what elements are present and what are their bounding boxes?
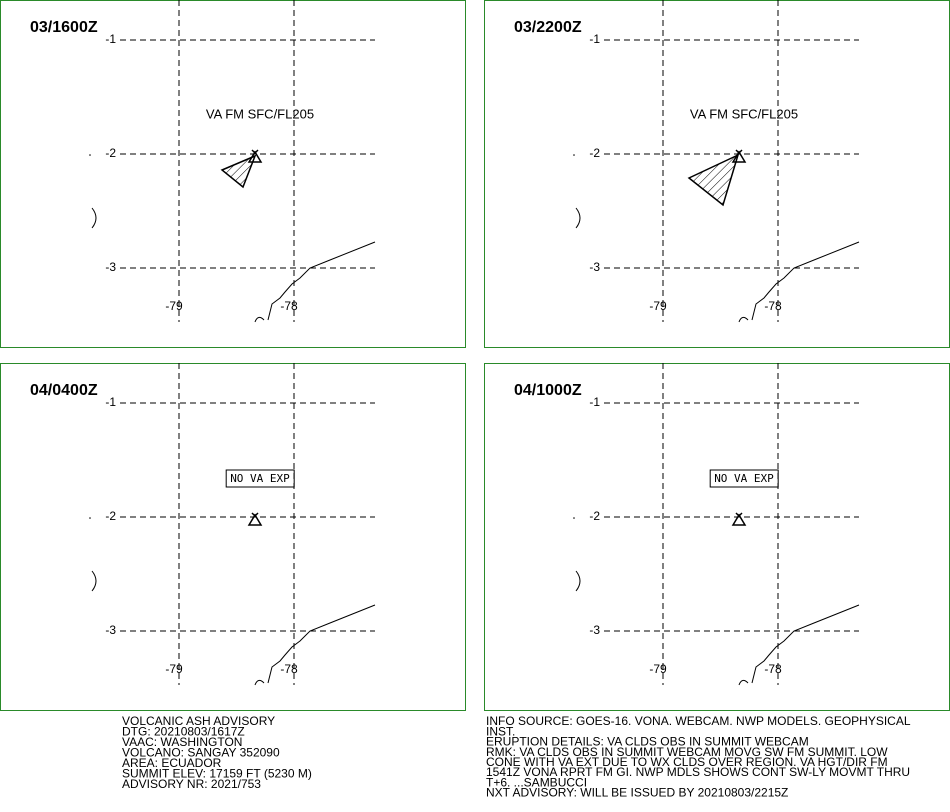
info-line: INST. bbox=[486, 724, 515, 738]
coastline bbox=[254, 316, 265, 323]
lon-label: -79 bbox=[165, 299, 183, 313]
map-panel: -1 -2 -3 -79 -78 03/2200Z VA FM SFC/FL205 bbox=[484, 0, 950, 348]
lat-label: -1 bbox=[589, 395, 600, 409]
info-line: 1541Z VONA RPRT FM GI. NWP MDLS SHOWS CO… bbox=[486, 765, 910, 779]
dot bbox=[89, 517, 91, 519]
advisory-line: VOLCANIC ASH ADVISORY bbox=[122, 714, 275, 728]
island bbox=[91, 207, 97, 229]
lat-label: -1 bbox=[105, 395, 116, 409]
panel-frame bbox=[0, 0, 466, 348]
lon-label: -79 bbox=[165, 662, 183, 676]
coastline bbox=[738, 679, 749, 686]
info-line: NXT ADVISORY: WILL BE ISSUED BY 20210803… bbox=[486, 786, 788, 800]
annotation-box bbox=[709, 469, 779, 488]
map-panel: -1 -2 -3 -79 -78 04/0400Z NO VA EXP bbox=[0, 363, 466, 711]
volcano-symbol bbox=[731, 149, 747, 163]
ash-cloud bbox=[687, 153, 740, 207]
info-line: CONE WITH VA EXT DUE TO WX CLDS OVER REG… bbox=[486, 755, 888, 769]
coastline bbox=[751, 604, 860, 684]
valid-time: 03/1600Z bbox=[30, 19, 98, 36]
lon-label: -78 bbox=[280, 299, 298, 313]
map-panel: -1 -2 -3 -79 -78 03/1600Z VA FM SFC/FL205 bbox=[0, 0, 466, 348]
dot bbox=[573, 154, 575, 156]
advisory-line: SUMMIT ELEV: 17159 FT (5230 M) bbox=[122, 767, 312, 781]
lat-label: -3 bbox=[105, 260, 116, 274]
info-line: RMK: VA CLDS OBS IN SUMMIT WEBCAM MOVG S… bbox=[486, 745, 888, 759]
advisory-line: AREA: ECUADOR bbox=[122, 756, 222, 770]
dot bbox=[573, 517, 575, 519]
map-panel: -1 -2 -3 -79 -78 04/1000Z NO VA EXP bbox=[484, 363, 950, 711]
lat-label: -3 bbox=[589, 623, 600, 637]
lat-label: -2 bbox=[589, 509, 600, 523]
advisory-line: VAAC: WASHINGTON bbox=[122, 735, 242, 749]
panel-frame bbox=[0, 363, 466, 711]
advisory-line: DTG: 20210803/1617Z bbox=[122, 725, 245, 739]
coastline bbox=[267, 604, 376, 684]
annotation: VA FM SFC/FL205 bbox=[690, 106, 798, 121]
island bbox=[575, 570, 581, 592]
valid-time: 04/0400Z bbox=[30, 382, 98, 399]
valid-time: 04/1000Z bbox=[514, 382, 582, 399]
lat-label: -3 bbox=[105, 623, 116, 637]
volcano-symbol bbox=[247, 149, 263, 163]
annotation: VA FM SFC/FL205 bbox=[206, 106, 314, 121]
coastline bbox=[751, 241, 860, 321]
lat-label: -1 bbox=[105, 32, 116, 46]
lat-label: -2 bbox=[589, 146, 600, 160]
volcano-symbol bbox=[247, 512, 263, 526]
coastline bbox=[738, 316, 749, 323]
lon-label: -79 bbox=[649, 299, 667, 313]
info-line: T+6. ...SAMBUCCI bbox=[486, 775, 587, 789]
lat-label: -2 bbox=[105, 146, 116, 160]
annotation: NO VA EXP bbox=[714, 472, 774, 485]
lon-label: -79 bbox=[649, 662, 667, 676]
lat-label: -3 bbox=[589, 260, 600, 274]
lon-label: -78 bbox=[764, 299, 782, 313]
lon-label: -78 bbox=[280, 662, 298, 676]
info-line: ERUPTION DETAILS: VA CLDS OBS IN SUMMIT … bbox=[486, 735, 809, 749]
dot bbox=[89, 154, 91, 156]
volcano-symbol bbox=[731, 512, 747, 526]
coastline bbox=[267, 241, 376, 321]
lat-label: -1 bbox=[589, 32, 600, 46]
annotation-box bbox=[225, 469, 295, 488]
advisory-line: ADVISORY NR: 2021/753 bbox=[122, 777, 261, 791]
coastline bbox=[254, 679, 265, 686]
annotation: NO VA EXP bbox=[230, 472, 290, 485]
island bbox=[91, 570, 97, 592]
lon-label: -78 bbox=[764, 662, 782, 676]
lat-label: -2 bbox=[105, 509, 116, 523]
advisory-line: VOLCANO: SANGAY 352090 bbox=[122, 746, 280, 760]
valid-time: 03/2200Z bbox=[514, 19, 582, 36]
info-line: INFO SOURCE: GOES-16. VONA. WEBCAM. NWP … bbox=[486, 714, 911, 728]
island bbox=[575, 207, 581, 229]
ash-cloud bbox=[220, 154, 257, 189]
